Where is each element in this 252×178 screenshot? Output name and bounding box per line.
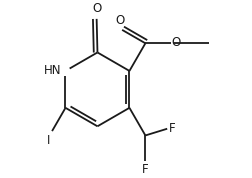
Text: F: F xyxy=(169,122,175,135)
Text: F: F xyxy=(142,163,149,176)
Text: O: O xyxy=(171,36,181,49)
Text: O: O xyxy=(92,2,101,15)
Text: I: I xyxy=(47,134,50,147)
Text: O: O xyxy=(116,14,125,27)
Text: HN: HN xyxy=(44,64,61,77)
